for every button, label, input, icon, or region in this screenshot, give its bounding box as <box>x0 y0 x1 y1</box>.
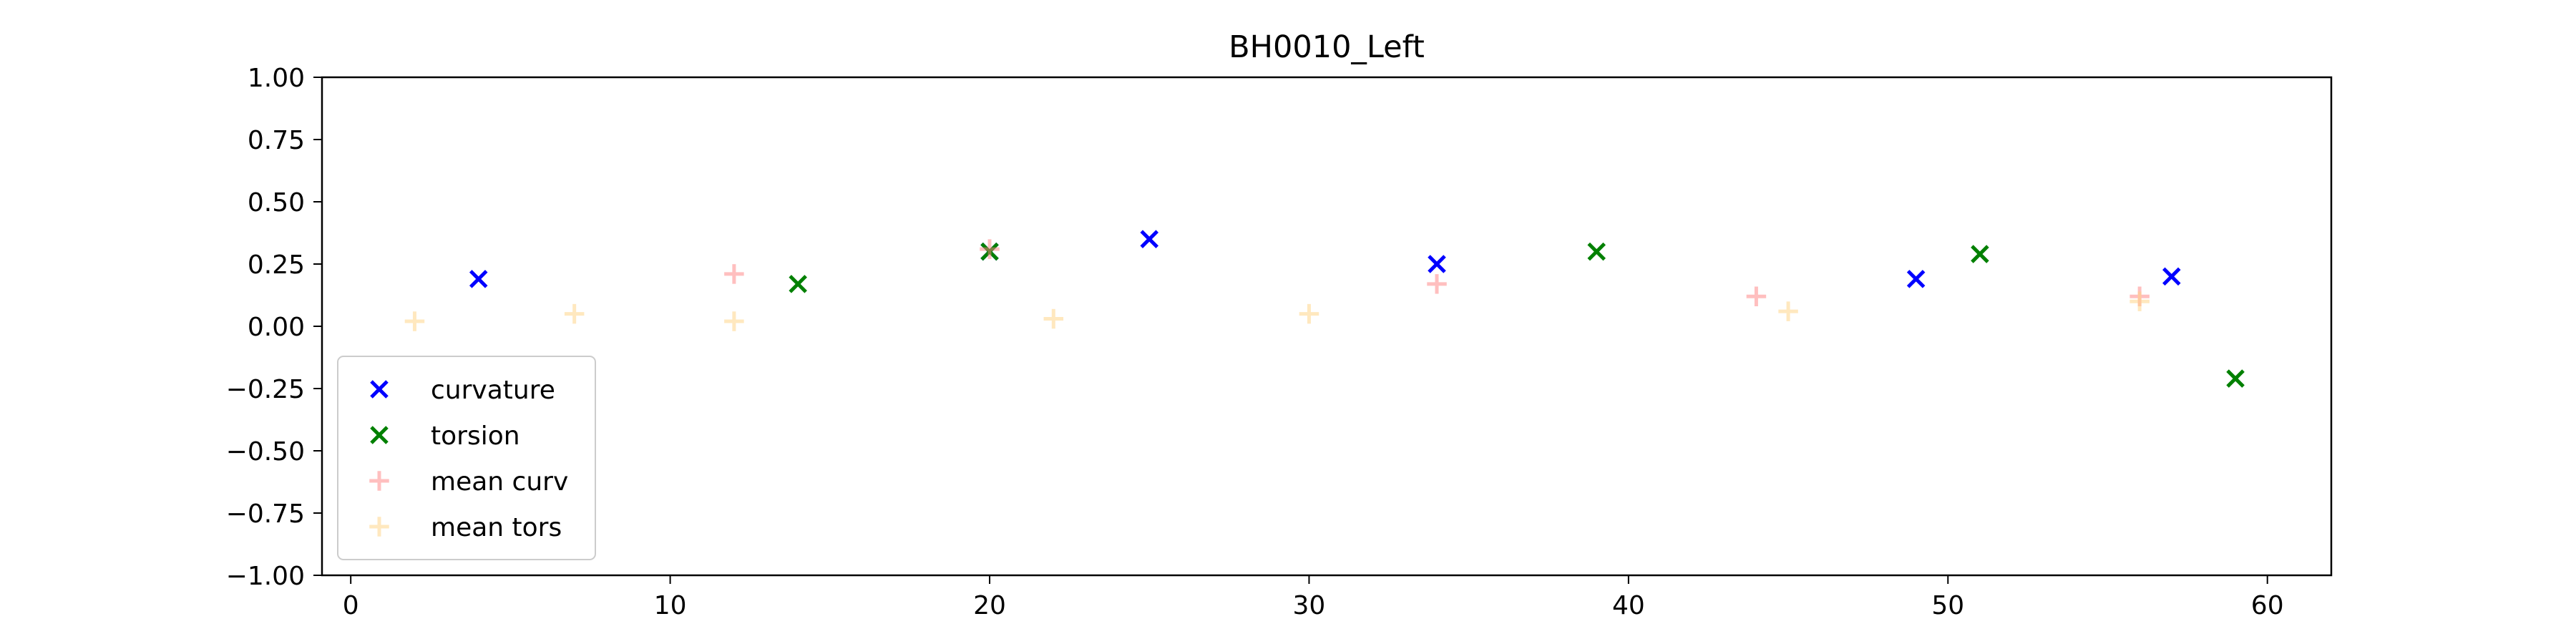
plot-area-frame <box>321 76 2333 577</box>
data-point-stroke <box>1140 230 1159 248</box>
y-tick-label: −0.50 <box>226 437 305 467</box>
data-point <box>1746 286 1767 306</box>
data-point <box>1299 303 1319 324</box>
data-point <box>1906 270 1926 288</box>
legend-label: mean curv <box>431 467 568 497</box>
data-point-stroke <box>1428 255 1446 273</box>
data-point <box>980 239 1000 259</box>
legend-marker <box>370 380 389 399</box>
data-point-stroke <box>1971 245 1989 263</box>
x-tick-label: 20 <box>973 591 1006 620</box>
y-tick-label: 0.25 <box>248 250 305 280</box>
x-tick-label: 0 <box>343 591 359 620</box>
data-point <box>724 264 744 284</box>
axis-ticks: 0 10 20 30 40 50 60 1.00 0.75 0.50 0.25 0.00 −0.25 −0… <box>226 64 2284 620</box>
y-tick-label: −0.75 <box>226 499 305 529</box>
data-point <box>1428 255 1446 273</box>
data-point-stroke <box>2226 369 2245 388</box>
legend-entry: torsion <box>370 421 520 451</box>
series-curvature <box>469 230 2181 288</box>
data-point <box>2162 267 2181 286</box>
y-tick-label: 0.50 <box>248 188 305 218</box>
legend-label: mean tors <box>431 513 562 542</box>
legend-marker <box>369 517 389 537</box>
legend-marker-stroke <box>370 426 389 444</box>
data-point <box>1140 230 1159 248</box>
data-point-stroke <box>1587 242 1606 261</box>
legend-marker <box>370 426 389 444</box>
data-point <box>1778 301 1798 321</box>
data-point <box>404 311 425 331</box>
data-point <box>564 303 585 324</box>
series-mean-curv <box>724 239 2150 306</box>
data-point-stroke <box>789 275 807 293</box>
chart-title: BH0010_Left <box>1229 29 1425 65</box>
data-point <box>1971 245 1989 263</box>
y-tick-label: 0.75 <box>248 126 305 155</box>
y-tick-label: −0.25 <box>226 375 305 404</box>
data-point-stroke <box>469 270 488 288</box>
y-tick-label: 0.00 <box>248 313 305 342</box>
x-tick-label: 60 <box>2251 591 2284 620</box>
data-point <box>2129 291 2150 311</box>
legend-box <box>337 356 596 560</box>
legend-entry: mean tors <box>369 513 562 542</box>
data-point-stroke <box>1906 270 1926 288</box>
legend-label: curvature <box>431 376 555 405</box>
legend-marker-stroke <box>370 380 389 399</box>
legend-marker <box>369 471 389 491</box>
y-tick-label: 1.00 <box>248 64 305 93</box>
y-tick-label: −1.00 <box>226 562 305 591</box>
legend-label: torsion <box>431 421 520 451</box>
legend-entry: mean curv <box>369 467 568 497</box>
data-point-stroke <box>2162 267 2181 286</box>
data-point <box>2226 369 2245 388</box>
x-tick-label: 40 <box>1612 591 1645 620</box>
data-point <box>1427 274 1447 294</box>
series-torsion <box>789 242 2245 388</box>
legend-entry: curvature <box>370 376 555 405</box>
data-point <box>724 311 744 331</box>
data-point <box>789 275 807 293</box>
legend: curvature torsion mean curv mean tors <box>337 356 596 560</box>
series-mean-tors <box>404 291 2150 331</box>
plot-markers <box>404 230 2245 388</box>
x-tick-label: 30 <box>1293 591 1326 620</box>
data-point <box>1043 308 1064 329</box>
data-point <box>469 270 488 288</box>
x-tick-label: 10 <box>654 591 687 620</box>
data-point <box>1587 242 1606 261</box>
x-tick-label: 50 <box>1931 591 1964 620</box>
